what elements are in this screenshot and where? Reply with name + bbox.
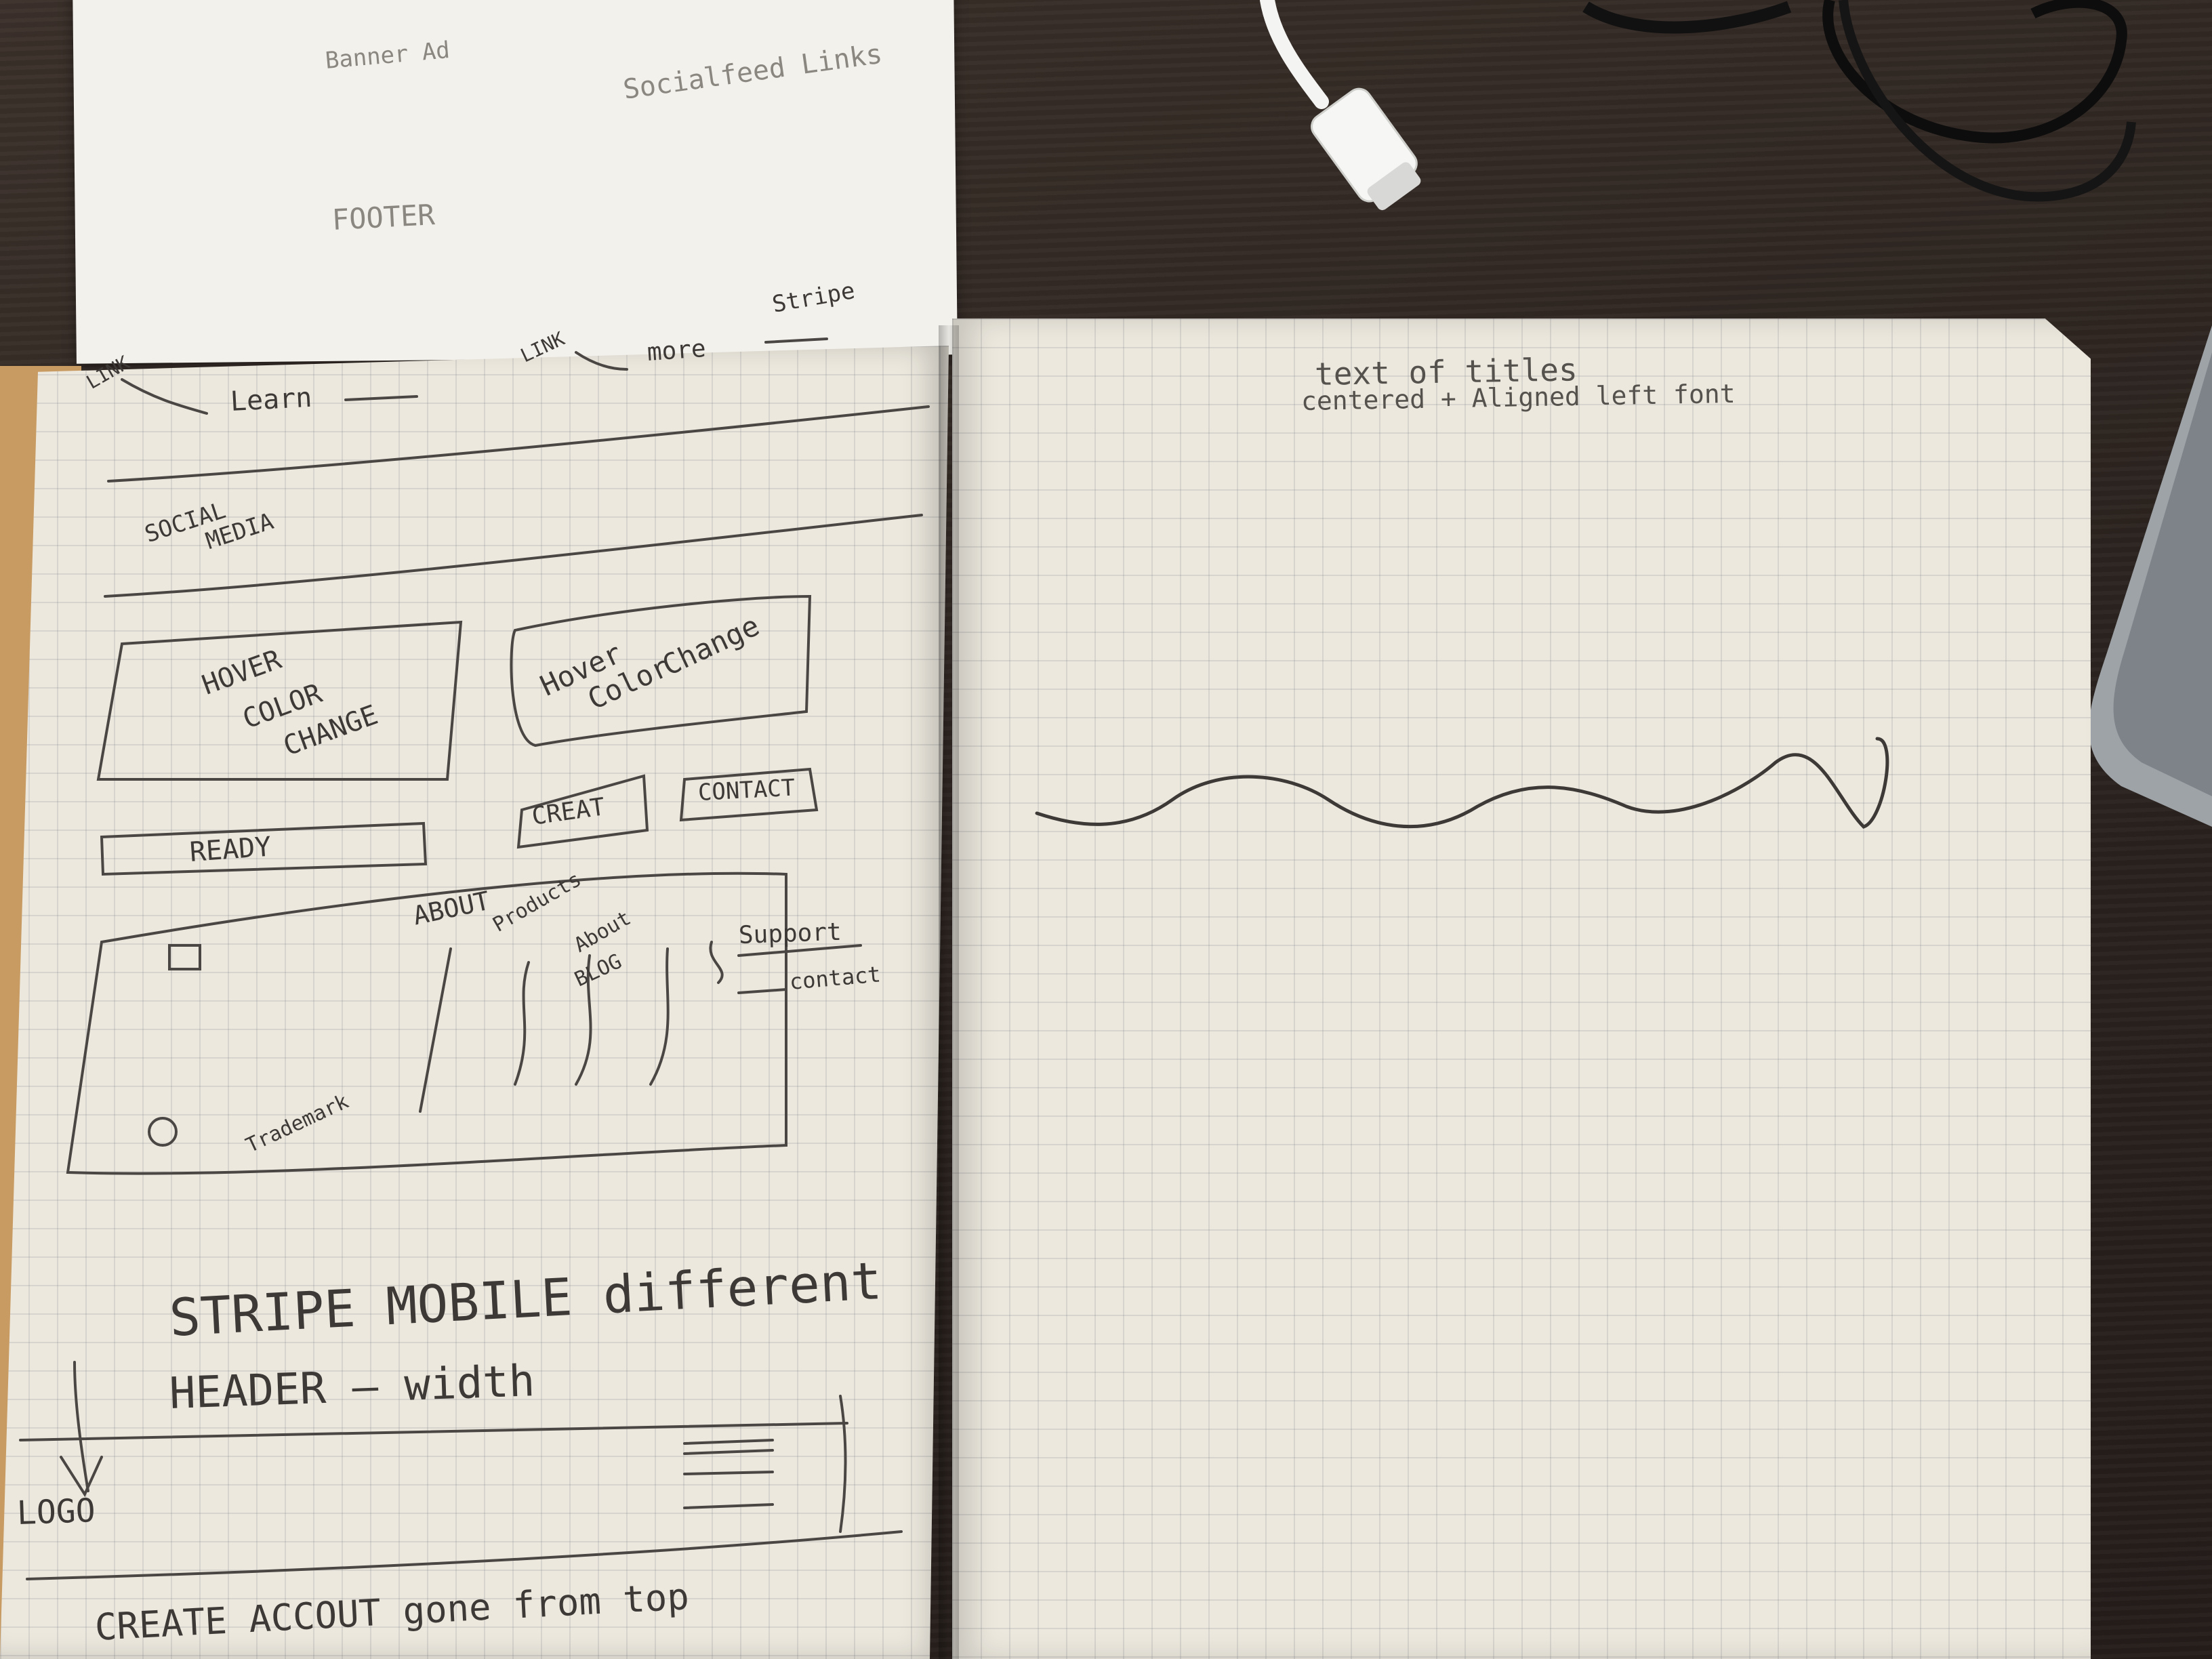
usb-cable — [1260, 0, 1421, 211]
black-cable — [1582, 0, 2136, 202]
left-page-sketch — [19, 337, 930, 1580]
wave-sketch — [1035, 737, 1889, 829]
contact-button-sketch: CONTACT — [697, 774, 796, 806]
logo-label: LOGO — [16, 1491, 96, 1532]
ready-button-sketch: READY — [188, 831, 272, 868]
notebook-spine — [939, 325, 959, 1659]
laptop-corner — [2089, 325, 2212, 827]
top-learn: Learn — [229, 382, 313, 417]
footer-support-link: Support — [738, 918, 842, 949]
top-more: more — [646, 335, 707, 367]
notebook-right-page — [952, 319, 2091, 1659]
